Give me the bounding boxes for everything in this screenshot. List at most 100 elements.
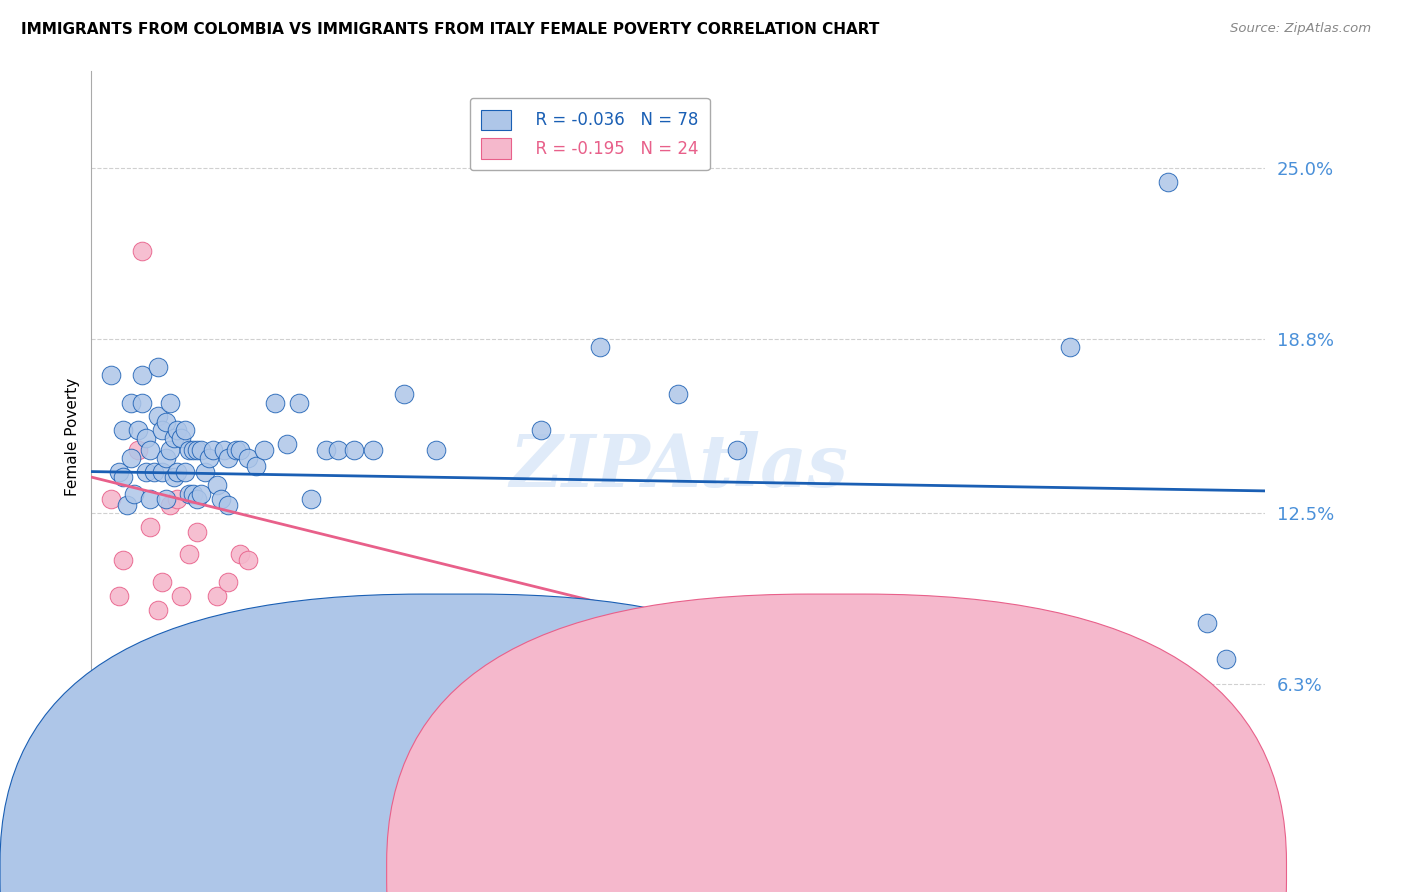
- Point: [550, 652, 572, 666]
- Point: [451, 602, 474, 616]
- Point: [166, 423, 188, 437]
- Point: [162, 432, 184, 446]
- Point: [124, 486, 146, 500]
- Point: [186, 492, 208, 507]
- Point: [361, 442, 384, 457]
- Point: [179, 486, 201, 500]
- Point: [115, 498, 138, 512]
- Point: [844, 677, 866, 691]
- Point: [179, 442, 201, 457]
- Point: [315, 442, 337, 457]
- Point: [111, 423, 134, 437]
- Point: [174, 423, 197, 437]
- Point: [205, 478, 228, 492]
- Text: Source: ZipAtlas.com: Source: ZipAtlas.com: [1230, 22, 1371, 36]
- Text: 0.0%: 0.0%: [91, 825, 134, 843]
- Text: Immigrants from Italy: Immigrants from Italy: [872, 860, 1038, 874]
- Point: [1156, 175, 1178, 189]
- Point: [197, 624, 219, 639]
- Text: IMMIGRANTS FROM COLOMBIA VS IMMIGRANTS FROM ITALY FEMALE POVERTY CORRELATION CHA: IMMIGRANTS FROM COLOMBIA VS IMMIGRANTS F…: [21, 22, 880, 37]
- Point: [120, 395, 142, 409]
- Point: [100, 492, 122, 507]
- Point: [194, 465, 217, 479]
- Point: [111, 470, 134, 484]
- Point: [214, 442, 236, 457]
- Point: [785, 677, 807, 691]
- Text: Immigrants from Colombia: Immigrants from Colombia: [485, 860, 690, 874]
- Point: [127, 423, 149, 437]
- Point: [146, 409, 169, 424]
- Point: [190, 442, 212, 457]
- Point: [276, 652, 298, 666]
- Point: [299, 492, 322, 507]
- Text: 30.0%: 30.0%: [1213, 825, 1265, 843]
- Point: [201, 442, 224, 457]
- Point: [181, 442, 204, 457]
- Point: [288, 395, 311, 409]
- Point: [197, 450, 219, 465]
- Point: [589, 340, 612, 354]
- Point: [155, 492, 177, 507]
- Point: [131, 244, 153, 258]
- Point: [342, 442, 364, 457]
- Point: [135, 465, 157, 479]
- Legend:   R = -0.036   N = 78,   R = -0.195   N = 24: R = -0.036 N = 78, R = -0.195 N = 24: [470, 98, 710, 170]
- Point: [100, 368, 122, 382]
- Point: [217, 574, 239, 589]
- Point: [666, 387, 689, 401]
- Point: [174, 465, 197, 479]
- Point: [162, 470, 184, 484]
- Point: [491, 680, 513, 694]
- Point: [139, 520, 162, 534]
- Point: [131, 368, 153, 382]
- Point: [120, 450, 142, 465]
- Point: [217, 498, 239, 512]
- Point: [120, 680, 142, 694]
- Point: [107, 589, 129, 603]
- Point: [135, 432, 157, 446]
- Point: [236, 450, 259, 465]
- Point: [295, 652, 318, 666]
- Point: [111, 553, 134, 567]
- Point: [107, 465, 129, 479]
- Point: [236, 553, 259, 567]
- Point: [170, 589, 193, 603]
- Point: [1215, 652, 1237, 666]
- Point: [166, 492, 188, 507]
- Point: [155, 415, 177, 429]
- Point: [143, 465, 166, 479]
- Point: [150, 574, 173, 589]
- Point: [326, 442, 349, 457]
- Point: [190, 486, 212, 500]
- Point: [225, 442, 247, 457]
- Point: [844, 652, 866, 666]
- Point: [245, 458, 267, 473]
- Point: [131, 395, 153, 409]
- Point: [394, 387, 416, 401]
- Point: [139, 442, 162, 457]
- Point: [155, 450, 177, 465]
- Point: [150, 423, 173, 437]
- Text: ZIPAtlas: ZIPAtlas: [509, 431, 848, 502]
- Point: [127, 442, 149, 457]
- Point: [217, 450, 239, 465]
- Point: [179, 548, 201, 562]
- Point: [229, 442, 252, 457]
- Point: [209, 492, 232, 507]
- Point: [170, 432, 193, 446]
- Point: [901, 677, 924, 691]
- Point: [159, 395, 181, 409]
- Point: [425, 442, 447, 457]
- Point: [229, 548, 252, 562]
- Point: [530, 423, 553, 437]
- Point: [205, 589, 228, 603]
- Point: [139, 492, 162, 507]
- Point: [190, 663, 212, 677]
- Point: [150, 465, 173, 479]
- Point: [146, 359, 169, 374]
- Point: [146, 602, 169, 616]
- Point: [264, 395, 287, 409]
- Y-axis label: Female Poverty: Female Poverty: [65, 378, 80, 496]
- Point: [186, 525, 208, 540]
- Point: [276, 437, 298, 451]
